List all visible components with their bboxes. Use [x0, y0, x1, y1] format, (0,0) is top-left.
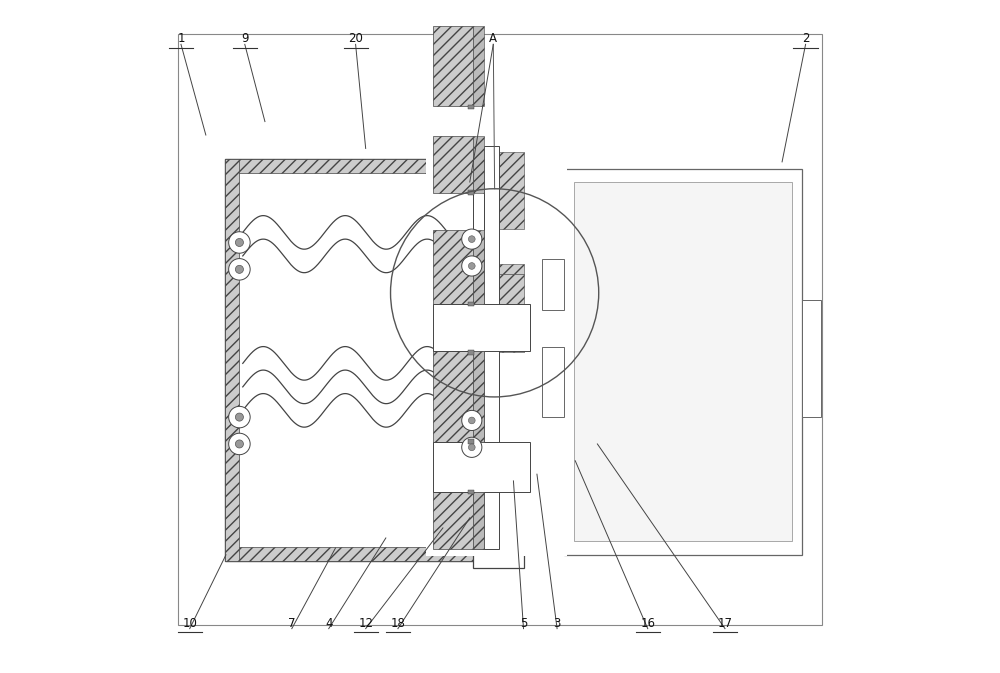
Bar [542, 347, 564, 417]
Bar [473, 26, 484, 106]
Bar [473, 351, 484, 442]
Circle shape [229, 258, 250, 280]
Bar [468, 490, 474, 495]
Text: 9: 9 [241, 32, 249, 46]
Text: A: A [489, 32, 497, 46]
Bar [574, 182, 792, 541]
Circle shape [229, 433, 250, 455]
Text: 3: 3 [553, 616, 561, 630]
Circle shape [468, 262, 475, 269]
Bar [473, 152, 524, 568]
Bar [473, 264, 524, 275]
Bar [433, 351, 473, 442]
Bar [433, 137, 473, 193]
Bar [802, 299, 821, 417]
Text: 20: 20 [348, 32, 363, 46]
Bar [473, 493, 484, 549]
Bar [484, 147, 499, 549]
Bar [433, 230, 473, 304]
Circle shape [229, 406, 250, 428]
Bar [225, 546, 507, 561]
Text: 7: 7 [288, 616, 296, 630]
Text: 1: 1 [177, 32, 185, 46]
Bar [473, 152, 524, 229]
Text: 10: 10 [182, 616, 197, 630]
Circle shape [235, 413, 243, 421]
Bar [426, 140, 567, 556]
Bar [178, 34, 822, 625]
Text: 16: 16 [640, 616, 655, 630]
Bar [225, 159, 239, 561]
Bar [433, 493, 473, 549]
Circle shape [462, 229, 482, 249]
Bar [468, 190, 474, 194]
Bar [433, 442, 530, 493]
Bar [433, 26, 473, 106]
Bar [468, 105, 474, 110]
Bar [473, 147, 484, 549]
Circle shape [462, 256, 482, 276]
Text: 18: 18 [390, 616, 405, 630]
Bar [225, 159, 507, 561]
Bar [493, 147, 505, 549]
Bar [473, 275, 524, 352]
Bar [468, 302, 474, 306]
Text: 17: 17 [717, 616, 732, 630]
Circle shape [468, 417, 475, 424]
Circle shape [235, 238, 243, 246]
Bar [564, 169, 802, 555]
Bar [433, 304, 530, 351]
Circle shape [235, 440, 243, 448]
Circle shape [468, 444, 475, 451]
Text: 2: 2 [802, 32, 809, 46]
Bar [473, 230, 484, 304]
Bar [468, 439, 474, 444]
Bar [542, 259, 564, 310]
Circle shape [235, 265, 243, 273]
Text: 12: 12 [358, 616, 373, 630]
Bar [492, 159, 507, 561]
Bar [468, 350, 474, 355]
Circle shape [468, 236, 475, 242]
Text: 4: 4 [325, 616, 332, 630]
Bar [225, 159, 507, 174]
Circle shape [229, 232, 250, 253]
Bar [473, 137, 484, 193]
Circle shape [462, 411, 482, 431]
Text: 5: 5 [520, 616, 527, 630]
Circle shape [462, 437, 482, 458]
